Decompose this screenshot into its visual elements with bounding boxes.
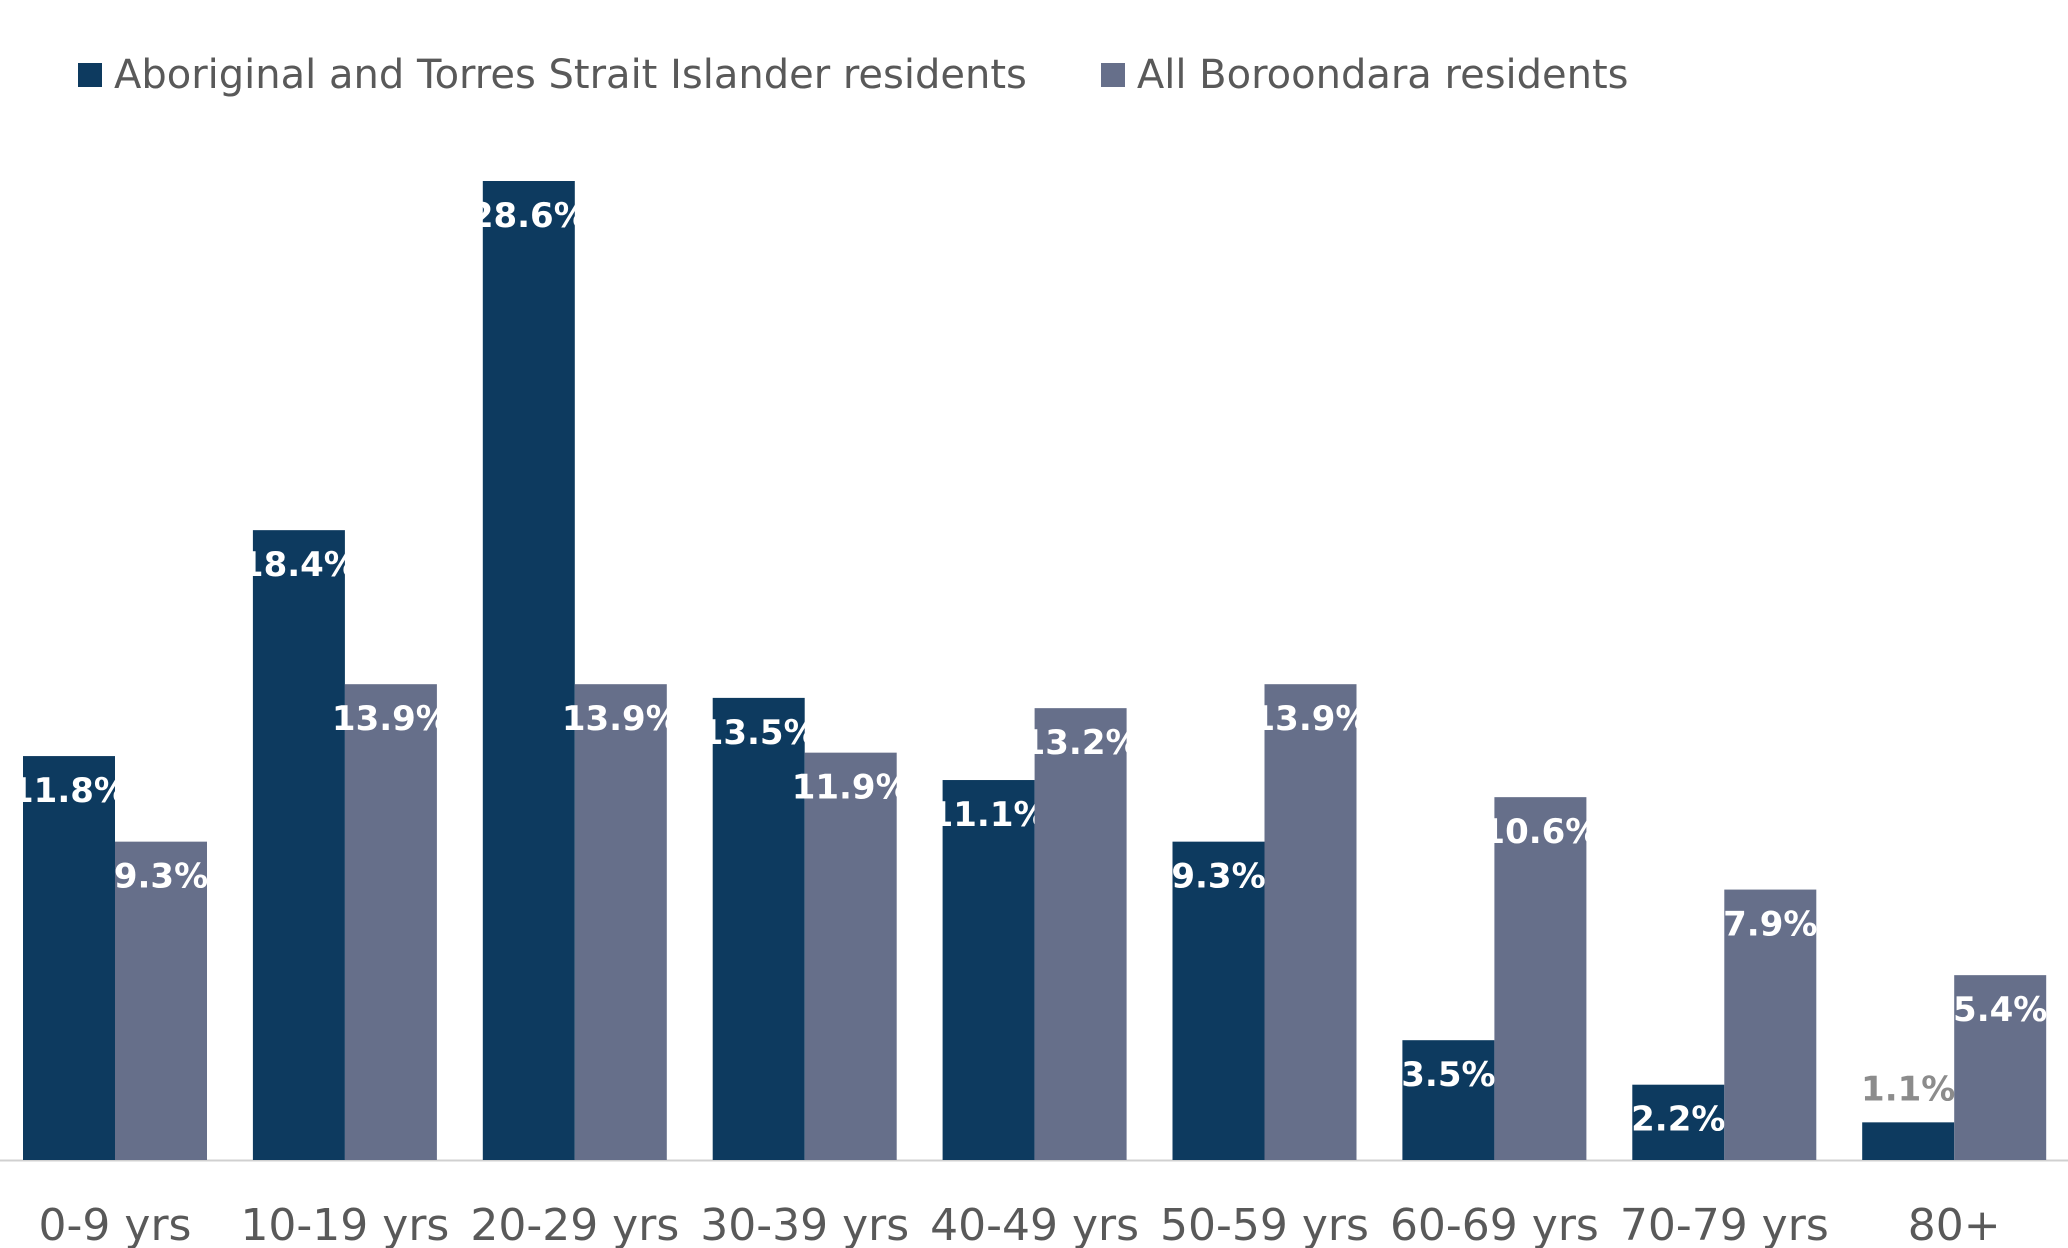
bar-all-boroondara-8 bbox=[1954, 975, 2047, 1160]
x-tick-label-8: 80+ bbox=[1908, 1200, 2001, 1248]
bar-all-boroondara-7 bbox=[1724, 889, 1817, 1160]
data-label-all-boroondara-1: 13.9% bbox=[332, 699, 450, 739]
legend-label-aboriginal: Aboriginal and Torres Strait Islander re… bbox=[114, 52, 1027, 98]
data-label-aboriginal-0: 11.8% bbox=[10, 771, 128, 811]
x-tick-label-3: 30-39 yrs bbox=[700, 1200, 909, 1248]
data-label-all-boroondara-7: 7.9% bbox=[1723, 905, 1817, 945]
data-label-all-boroondara-3: 11.9% bbox=[792, 768, 910, 808]
data-label-aboriginal-1: 18.4% bbox=[240, 545, 358, 585]
data-label-all-boroondara-4: 13.2% bbox=[1022, 723, 1140, 763]
bar-aboriginal-8 bbox=[1862, 1122, 1955, 1160]
x-tick-label-7: 70-79 yrs bbox=[1620, 1200, 1829, 1248]
bar-aboriginal-3 bbox=[712, 697, 805, 1160]
data-label-aboriginal-4: 11.1% bbox=[930, 795, 1048, 835]
x-tick-label-5: 50-59 yrs bbox=[1160, 1200, 1369, 1248]
data-label-aboriginal-8: 1.1% bbox=[1861, 1069, 1955, 1109]
bar-aboriginal-5 bbox=[1172, 841, 1265, 1160]
data-label-aboriginal-5: 9.3% bbox=[1171, 857, 1265, 897]
data-label-aboriginal-6: 3.5% bbox=[1401, 1055, 1495, 1095]
x-tick-label-1: 10-19 yrs bbox=[240, 1200, 449, 1248]
bar-all-boroondara-4 bbox=[1034, 708, 1127, 1160]
bar-all-boroondara-6 bbox=[1494, 797, 1587, 1160]
legend-item-aboriginal: Aboriginal and Torres Strait Islander re… bbox=[78, 52, 1027, 98]
data-label-aboriginal-3: 13.5% bbox=[700, 713, 818, 753]
legend-swatch-aboriginal bbox=[78, 63, 102, 87]
data-label-all-boroondara-6: 10.6% bbox=[1481, 812, 1599, 852]
legend-swatch-all-boroondara bbox=[1100, 63, 1125, 87]
data-label-all-boroondara-0: 9.3% bbox=[114, 857, 208, 897]
legend-label-all-boroondara: All Boroondara residents bbox=[1136, 52, 1629, 98]
data-label-all-boroondara-8: 5.4% bbox=[1953, 990, 2047, 1030]
data-label-aboriginal-7: 2.2% bbox=[1631, 1100, 1725, 1140]
bar-aboriginal-2 bbox=[482, 181, 575, 1160]
x-tick-label-2: 20-29 yrs bbox=[470, 1200, 679, 1248]
x-tick-label-0: 0-9 yrs bbox=[39, 1200, 192, 1248]
bar-aboriginal-1 bbox=[252, 530, 345, 1160]
legend: Aboriginal and Torres Strait Islander re… bbox=[78, 52, 1703, 98]
bar-all-boroondara-1 bbox=[344, 684, 437, 1160]
bar-all-boroondara-5 bbox=[1264, 684, 1357, 1160]
bar-all-boroondara-0 bbox=[115, 841, 207, 1160]
x-tick-label-4: 40-49 yrs bbox=[930, 1200, 1139, 1248]
legend-item-all-boroondara: All Boroondara residents bbox=[1100, 52, 1629, 98]
bar-aboriginal-4 bbox=[942, 780, 1035, 1160]
data-label-all-boroondara-5: 13.9% bbox=[1252, 699, 1370, 739]
x-tick-label-6: 60-69 yrs bbox=[1390, 1200, 1599, 1248]
bar-aboriginal-0 bbox=[23, 756, 115, 1160]
bar-all-boroondara-3 bbox=[804, 752, 897, 1160]
bar-all-boroondara-2 bbox=[574, 684, 667, 1160]
bar-aboriginal-6 bbox=[1402, 1040, 1495, 1160]
data-label-aboriginal-2: 28.6% bbox=[470, 196, 588, 236]
data-label-all-boroondara-2: 13.9% bbox=[562, 699, 680, 739]
bar-aboriginal-7 bbox=[1632, 1084, 1725, 1160]
